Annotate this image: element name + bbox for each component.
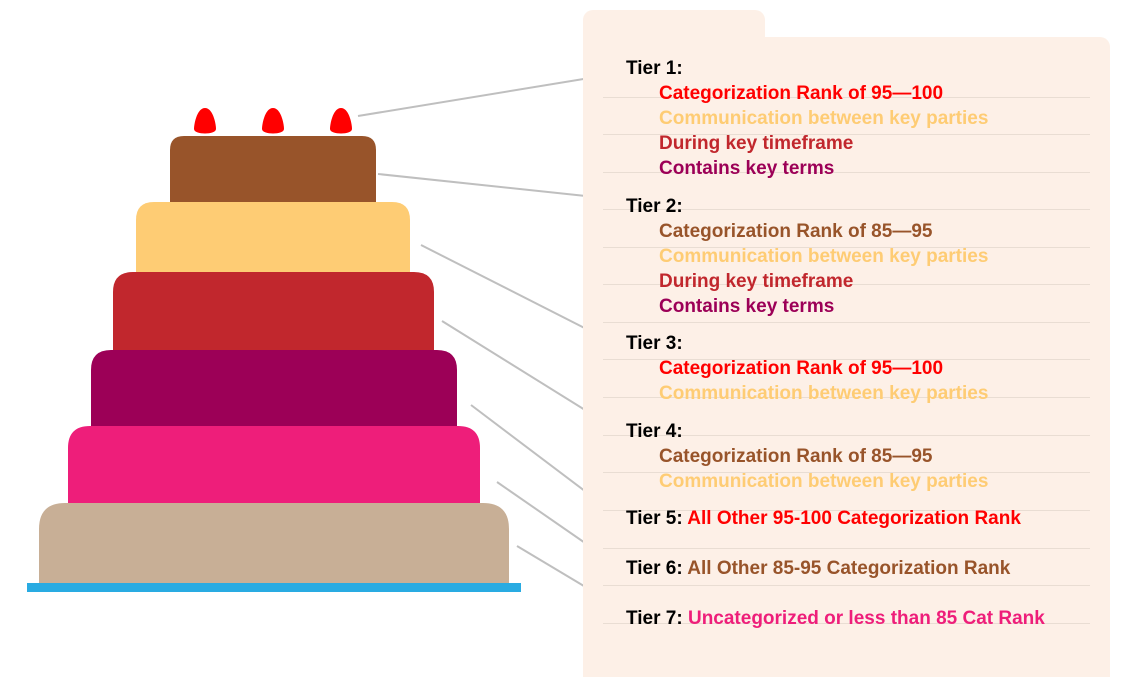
connector-line — [357, 73, 615, 117]
ruled-line — [603, 322, 1090, 323]
legend-panel — [583, 37, 1110, 677]
ruled-line — [603, 435, 1090, 436]
ruled-line — [603, 548, 1090, 549]
cake-layer3 — [113, 272, 434, 350]
cake-layer5 — [68, 426, 480, 503]
ruled-line — [603, 97, 1090, 98]
ruled-line — [603, 284, 1090, 285]
ruled-line — [603, 209, 1090, 210]
candle-flame — [194, 108, 216, 134]
tier-2-criterion: During key timeframe — [659, 271, 854, 292]
connector-line — [420, 244, 615, 344]
tier-2-criterion: Communication between key parties — [659, 246, 989, 267]
tier-7-label: Tier 7: Uncategorized or less than 85 Ca… — [626, 608, 1045, 629]
tier-2-label: Tier 2: — [626, 196, 683, 217]
tier-3-label: Tier 3: — [626, 333, 683, 354]
ruled-line — [603, 397, 1090, 398]
candle-flame — [262, 108, 284, 134]
tier-6-description: All Other 85-95 Categorization Rank — [682, 558, 1011, 579]
cake-layer1 — [170, 136, 376, 202]
candle-flame — [330, 108, 352, 134]
tier-1-criterion: Categorization Rank of 95—100 — [659, 83, 944, 104]
ruled-line — [603, 134, 1090, 135]
tier-3-criterion: Communication between key parties — [659, 383, 989, 404]
ruled-line — [603, 472, 1090, 473]
ruled-line — [603, 359, 1090, 360]
cake-layer6 — [39, 503, 509, 583]
ruled-line — [603, 247, 1090, 248]
tier-1-label: Tier 1: — [626, 58, 683, 79]
tier-3-criterion: Categorization Rank of 95—100 — [659, 358, 944, 379]
connector-line — [377, 173, 615, 200]
tier-5-description: All Other 95-100 Categorization Rank — [682, 508, 1021, 529]
ruled-line — [603, 510, 1090, 511]
tier-1-criterion: Communication between key parties — [659, 108, 989, 129]
ruled-line — [603, 585, 1090, 586]
tier-5-label: Tier 5: All Other 95-100 Categorization … — [626, 508, 1021, 529]
tier-2-criterion: Contains key terms — [659, 296, 835, 317]
tier-6-label: Tier 6: All Other 85-95 Categorization R… — [626, 558, 1011, 579]
ruled-line — [603, 172, 1090, 173]
cake-base — [27, 583, 521, 592]
tier-2-criterion: Categorization Rank of 85—95 — [659, 221, 933, 242]
tier-1-criterion: During key timeframe — [659, 133, 854, 154]
tier-4-criterion: Communication between key parties — [659, 471, 989, 492]
tier-7-description: Uncategorized or less than 85 Cat Rank — [682, 608, 1045, 629]
cake-layer2 — [136, 202, 410, 272]
tier-4-label: Tier 4: — [626, 421, 683, 442]
tier-4-criterion: Categorization Rank of 85—95 — [659, 446, 933, 467]
cake-layer4 — [91, 350, 457, 426]
ruled-line — [603, 623, 1090, 624]
tier-1-criterion: Contains key terms — [659, 158, 835, 179]
cake-illustration — [27, 73, 615, 605]
